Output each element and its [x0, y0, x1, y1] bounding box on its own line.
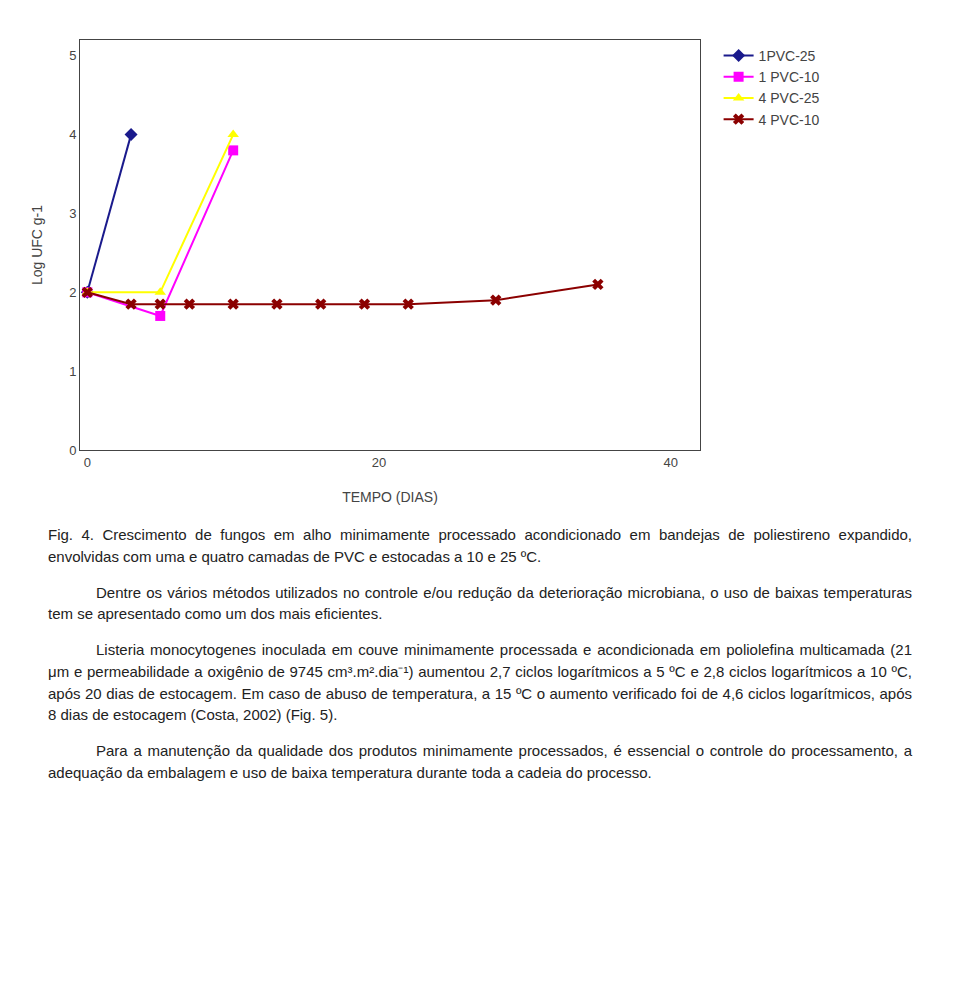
html-text:Para a manutenção da qualidade: Para a manutenção da qualidade dos produ…	[48, 742, 912, 781]
svg-text:40: 40	[664, 455, 678, 470]
svg-text:5: 5	[69, 48, 76, 63]
svg-text:1: 1	[69, 364, 76, 379]
svg-text:4: 4	[69, 127, 76, 142]
svg-text:2: 2	[69, 285, 76, 300]
svg-text:1PVC-25: 1PVC-25	[759, 48, 816, 64]
svg-text:0: 0	[69, 443, 76, 458]
html-text:Fig. 4. Crescimento de fungos: Fig. 4. Crescimento de fungos em alho mi…	[48, 526, 912, 565]
svg-text:1 PVC-10: 1 PVC-10	[759, 69, 820, 85]
svg-text:3: 3	[69, 206, 76, 221]
svg-text:4 PVC-10: 4 PVC-10	[759, 112, 820, 128]
svg-text:TEMPO (DIAS): TEMPO (DIAS)	[342, 489, 438, 505]
html-text:Listeria monocytogenes inocula: Listeria monocytogenes inoculada em couv…	[48, 641, 912, 724]
svg-text:4 PVC-25: 4 PVC-25	[759, 90, 820, 106]
html-text:Dentre os vários métodos utili: Dentre os vários métodos utilizados no c…	[48, 583, 912, 623]
svg-text:20: 20	[372, 455, 386, 470]
svg-text:0: 0	[84, 455, 91, 470]
svg-text:Log UFC g-1: Log UFC g-1	[29, 205, 45, 285]
